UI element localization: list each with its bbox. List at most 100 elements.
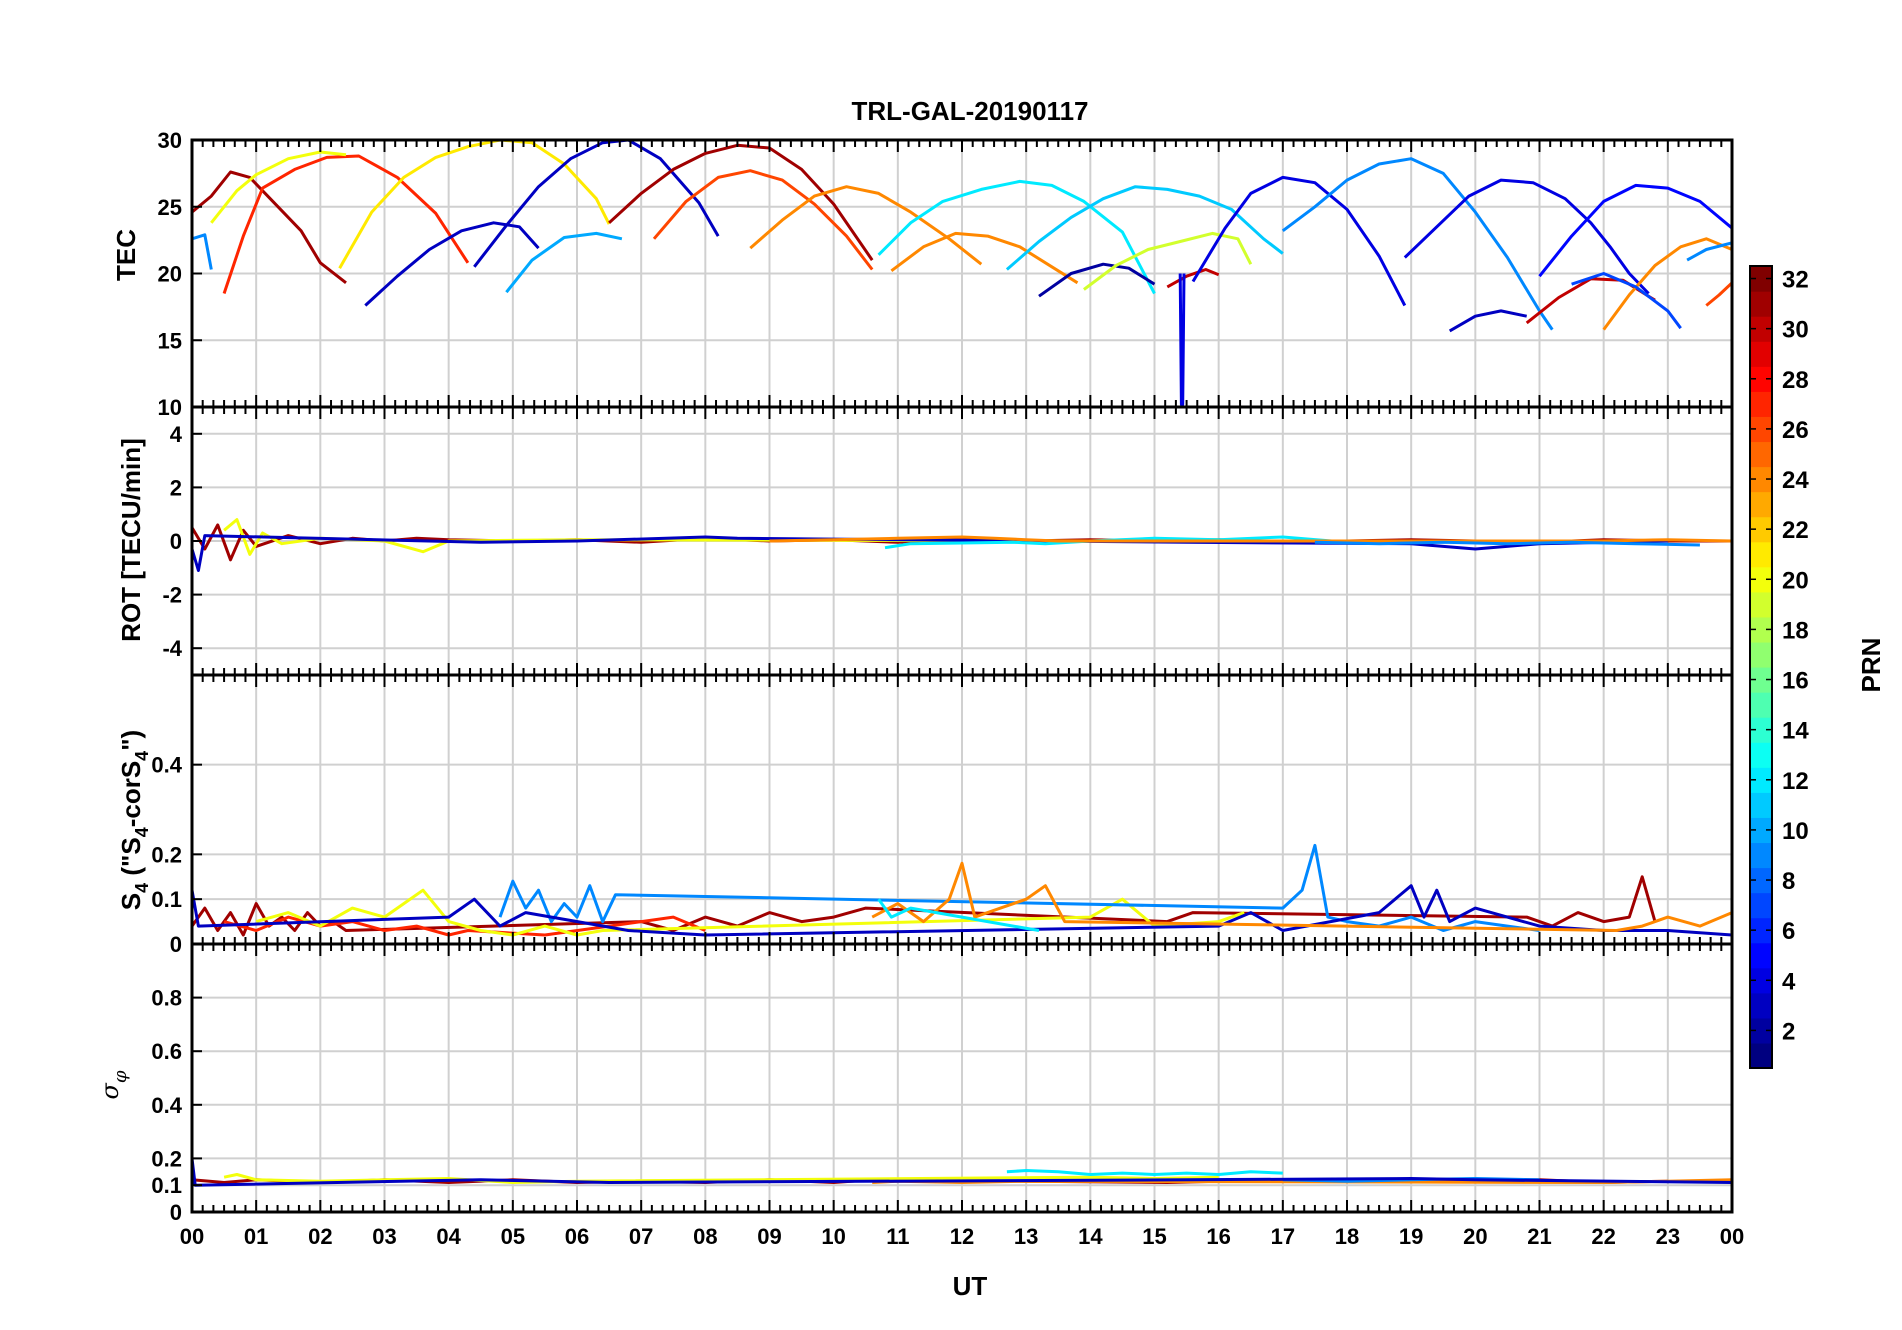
colorbar-segment — [1750, 692, 1772, 718]
x-tick-label: 04 — [436, 1224, 461, 1249]
rot-ytick-label: -4 — [162, 636, 182, 661]
tec-series-line — [1281, 157, 1554, 331]
s4-ylabel-end: ") — [116, 730, 146, 751]
sigma-ytick-label: 0.4 — [151, 1093, 182, 1118]
x-tick-label: 14 — [1078, 1224, 1103, 1249]
colorbar-tick-label: 10 — [1782, 818, 1809, 845]
x-tick-label: 06 — [565, 1224, 589, 1249]
sigma-series-line — [192, 1158, 1732, 1187]
x-tick-label: 19 — [1399, 1224, 1423, 1249]
tec-series-line — [877, 179, 1156, 295]
tec-series-line — [1538, 183, 1732, 278]
tec-series-line — [505, 231, 623, 294]
x-tick-label: 00 — [180, 1224, 204, 1249]
tec-series-line — [222, 154, 470, 294]
colorbar-segment — [1750, 591, 1772, 618]
colorbar-segment — [1750, 416, 1772, 443]
colorbar-tick-label: 18 — [1782, 617, 1809, 644]
rot-series-group — [192, 518, 1732, 572]
tec-series-line — [1448, 309, 1528, 333]
tec-ytick-label: 15 — [158, 328, 182, 353]
colorbar-segment — [1750, 1042, 1772, 1069]
colorbar-tick-label: 2 — [1782, 1018, 1795, 1045]
rot-ytick-label: 0 — [170, 529, 182, 554]
s4-ytick-label: 0.2 — [151, 842, 182, 867]
sigma-ylabel-phi: φ — [110, 1070, 131, 1083]
tec-series-line — [192, 233, 213, 270]
colorbar-segment — [1750, 742, 1772, 768]
colorbar-segment — [1750, 516, 1772, 543]
tec-series-line — [364, 221, 540, 307]
sigma-ytick-label: 0.8 — [151, 986, 182, 1011]
x-tick-label: 12 — [950, 1224, 974, 1249]
x-tick-label: 01 — [244, 1224, 268, 1249]
colorbar-segment — [1750, 466, 1772, 493]
colorbar-frame — [1749, 265, 1773, 1069]
colorbar-segment — [1750, 842, 1772, 869]
colorbar-title: PRN — [1856, 638, 1886, 693]
tec-series-line — [1191, 175, 1407, 307]
tec-series-line — [1005, 185, 1284, 271]
tec-series-line — [338, 140, 611, 269]
x-tick-label: 10 — [821, 1224, 845, 1249]
rot-series-line — [769, 535, 1732, 543]
colorbar-tick-label: 28 — [1782, 367, 1809, 394]
sigma-series-group — [192, 1158, 1732, 1187]
colorbar-segment — [1750, 667, 1772, 693]
colorbar-tick-label: 30 — [1782, 317, 1809, 344]
s4-ylabel-mid2: -corS — [116, 761, 146, 827]
tec-series-line — [749, 185, 983, 266]
colorbar-tick-label: 32 — [1782, 267, 1809, 294]
s4-ylabel-mid1: ("S — [116, 837, 146, 883]
s4-y-axis-title: S4 ("S4-corS4") — [116, 730, 152, 910]
colorbar-tick-label: 6 — [1782, 918, 1795, 945]
x-tick-label: 13 — [1014, 1224, 1038, 1249]
sigma-ylabel-sigma: σ — [96, 1083, 124, 1100]
tec-series-line — [652, 169, 874, 271]
s4-ylabel-sub3: 4 — [132, 751, 152, 761]
sigma-ytick-label: 0 — [170, 1200, 182, 1225]
tec-series-line — [210, 150, 347, 224]
colorbar-tick-label: 16 — [1782, 668, 1809, 695]
colorbar-segment — [1750, 967, 1772, 994]
colorbar-segment — [1750, 491, 1772, 518]
sigma-series-line — [1006, 1169, 1283, 1176]
rot-ytick-label: 4 — [170, 422, 183, 447]
s4-series-line — [877, 898, 1040, 932]
x-tick-label: 22 — [1591, 1224, 1615, 1249]
s4-ylabel-sub2: 4 — [132, 827, 152, 837]
tec-y-axis-title: TEC — [111, 229, 141, 281]
colorbar-segment — [1750, 391, 1772, 417]
colorbar-segment — [1750, 1017, 1772, 1044]
colorbar-segment — [1750, 892, 1772, 919]
sigma-ytick-label: 0.6 — [151, 1039, 182, 1064]
tec-series-line — [1571, 272, 1682, 330]
panel-sigma: 00.10.2 0.4 0.6 0.8 00 01 02 03 04 05 06 07 08 09 10 11… — [151, 942, 1744, 1249]
sigma-axes-frame — [190, 942, 1734, 1214]
tec-series-line — [890, 231, 1079, 285]
x-tick-label: 17 — [1271, 1224, 1295, 1249]
x-tick-label: 16 — [1206, 1224, 1230, 1249]
tec-series-line — [1403, 178, 1650, 295]
colorbar-segment — [1750, 942, 1772, 969]
chart-title: TRL-GAL-20190117 — [852, 96, 1089, 126]
tec-series-line — [1602, 237, 1732, 331]
colorbar-segment — [1750, 917, 1772, 944]
tec-ytick-label: 20 — [158, 262, 182, 287]
tec-series-line — [1178, 273, 1186, 406]
colorbar-segment — [1750, 566, 1772, 593]
tec-series-line — [1686, 241, 1732, 262]
s4-series-group — [192, 843, 1732, 937]
sigma-ytick-label: 0.1 — [151, 1173, 182, 1198]
colorbar-tick-label: 14 — [1782, 718, 1809, 745]
rot-series-line — [1314, 540, 1700, 547]
colorbar-segment — [1750, 341, 1772, 367]
sigma-series-line — [223, 1173, 1219, 1184]
colorbar-tick-label: 20 — [1782, 567, 1809, 594]
tec-ytick-label: 25 — [158, 195, 182, 220]
x-tick-label: 07 — [629, 1224, 653, 1249]
s4-ytick-label: 0.4 — [151, 753, 182, 778]
tec-ytick-label: 30 — [158, 128, 182, 153]
x-tick-label: 18 — [1335, 1224, 1359, 1249]
